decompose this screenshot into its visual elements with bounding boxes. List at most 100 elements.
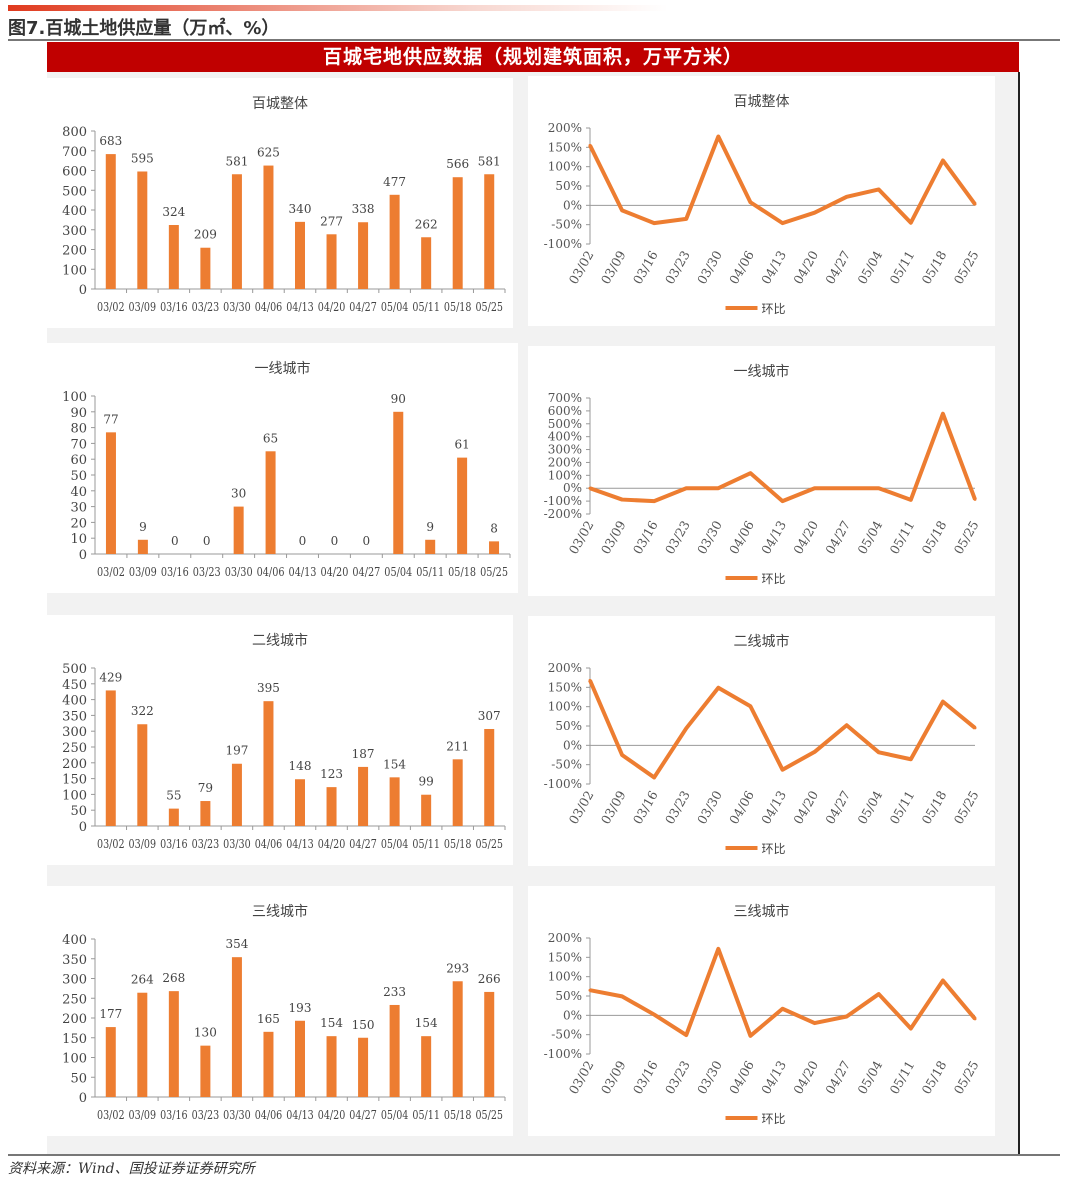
data-label: 154 xyxy=(415,1016,438,1030)
y-tick-label: 50 xyxy=(70,469,87,484)
data-label: 197 xyxy=(225,744,248,758)
y-tick-label: 400 xyxy=(62,933,87,948)
x-tick-label: 04/06 xyxy=(255,299,283,314)
x-tick-label: 03/16 xyxy=(630,1058,661,1097)
x-tick-label: 03/02 xyxy=(97,836,125,851)
x-tick-label: 04/13 xyxy=(289,564,317,579)
y-tick-label: 0 xyxy=(79,820,87,835)
x-tick-label: 03/09 xyxy=(129,564,157,579)
x-tick-label: 03/09 xyxy=(598,788,629,827)
x-tick-label: 05/25 xyxy=(951,1058,982,1097)
y-tick-label: -50% xyxy=(551,758,582,772)
x-tick-label: 03/09 xyxy=(598,1058,629,1097)
data-label: 154 xyxy=(320,1016,343,1030)
x-tick-label: 05/11 xyxy=(886,1058,917,1097)
x-tick-label: 03/23 xyxy=(662,248,693,287)
bar xyxy=(389,1004,400,1097)
chart-title: 百城整体 xyxy=(734,94,790,110)
x-tick-label: 03/23 xyxy=(192,1107,220,1122)
y-tick-label: 200% xyxy=(548,931,582,945)
bar-chart-overall: 百城整体 0 100 200 300 400 500 600 700 800 683 03/02 595… xyxy=(47,78,513,328)
bar xyxy=(358,222,369,289)
x-tick-label: 05/18 xyxy=(444,836,472,851)
y-tick-label: 200 xyxy=(62,1012,87,1027)
x-tick-label: 03/16 xyxy=(630,788,661,827)
bar xyxy=(295,221,305,289)
bar xyxy=(263,165,274,289)
x-tick-label: 05/04 xyxy=(854,1058,885,1097)
bar xyxy=(265,451,276,554)
y-tick-label: 100 xyxy=(62,263,87,278)
chart-svg: 一线城市 -200%-100%0%100%200%300%400%500%600%… xyxy=(544,363,982,586)
y-tick-label: 300% xyxy=(548,443,582,457)
data-label: 77 xyxy=(103,412,118,426)
data-label: 264 xyxy=(131,973,154,987)
data-label: 61 xyxy=(454,438,469,452)
y-tick-label: 90 xyxy=(70,406,87,421)
x-tick-label: 05/04 xyxy=(381,836,409,851)
x-tick-label: 05/11 xyxy=(412,299,440,314)
y-tick-label: 100% xyxy=(548,160,582,174)
y-tick-label: 100 xyxy=(62,390,87,405)
bar xyxy=(389,194,400,289)
chart-title: 三线城市 xyxy=(734,903,790,920)
data-label: 266 xyxy=(478,972,501,986)
bar xyxy=(233,506,244,554)
chart-title: 一线城市 xyxy=(734,363,790,380)
y-tick-label: 50 xyxy=(70,804,87,819)
bar xyxy=(484,991,495,1097)
y-tick-label: 250 xyxy=(62,992,87,1007)
series-line xyxy=(588,679,977,780)
y-tick-label: 50% xyxy=(555,719,582,733)
x-tick-label: 04/27 xyxy=(349,836,377,851)
chart-frame: 百城整体 0 100 200 300 400 500 600 700 800 683 03/02 595… xyxy=(47,72,1020,1154)
y-tick-label: -200% xyxy=(544,507,582,521)
data-label: 324 xyxy=(162,205,185,219)
x-tick-label: 05/04 xyxy=(854,788,885,827)
data-label: 277 xyxy=(320,214,343,228)
y-tick-label: 350 xyxy=(62,709,87,724)
x-tick-label: 05/18 xyxy=(919,518,950,557)
y-tick-label: 100% xyxy=(548,700,582,714)
x-tick-label: 03/09 xyxy=(598,248,629,287)
x-tick-label: 03/23 xyxy=(662,1058,693,1097)
bar xyxy=(389,777,400,826)
chart-title: 二线城市 xyxy=(734,633,790,650)
series-line xyxy=(589,946,977,1038)
data-label: 130 xyxy=(194,1026,217,1040)
data-label: 566 xyxy=(446,157,469,171)
y-tick-label: 0% xyxy=(563,481,582,495)
y-tick-label: 600 xyxy=(62,165,87,180)
x-tick-label: 05/25 xyxy=(951,518,982,557)
y-tick-label: 500 xyxy=(62,662,87,677)
x-tick-label: 03/02 xyxy=(97,299,125,314)
x-tick-label: 05/11 xyxy=(886,248,917,287)
data-label: 595 xyxy=(131,151,154,165)
x-tick-label: 05/04 xyxy=(381,1107,409,1122)
x-tick-label: 04/06 xyxy=(257,564,285,579)
x-tick-label: 05/18 xyxy=(448,564,476,579)
chart-svg: 三线城市 -100% -50% 0% 50% 100% 150% 200% 03/02 03/09… xyxy=(544,903,982,1126)
bar xyxy=(326,787,337,826)
y-tick-label: 70 xyxy=(70,437,87,452)
data-label: 187 xyxy=(352,747,375,761)
chart-title: 三线城市 xyxy=(252,903,308,920)
data-label: 338 xyxy=(352,202,375,216)
y-tick-label: -100% xyxy=(544,237,582,251)
chart-title: 二线城市 xyxy=(252,632,308,649)
data-label: 9 xyxy=(139,520,147,534)
x-tick-label: 05/04 xyxy=(854,518,885,557)
chart-svg: 百城整体 -100% -50% 0% 50% 100% 150% 200% 03/02 03/09… xyxy=(544,94,982,316)
y-tick-label: 400 xyxy=(62,694,87,709)
x-tick-label: 05/25 xyxy=(475,836,503,851)
bar xyxy=(231,763,242,826)
x-tick-label: 05/25 xyxy=(475,299,503,314)
bar xyxy=(421,1036,432,1097)
bar xyxy=(452,981,463,1097)
x-tick-label: 03/30 xyxy=(223,836,251,851)
y-tick-label: 100% xyxy=(548,970,582,984)
x-tick-label: 04/06 xyxy=(726,248,757,287)
x-tick-label: 05/04 xyxy=(854,248,885,287)
y-tick-label: 700% xyxy=(548,391,582,405)
